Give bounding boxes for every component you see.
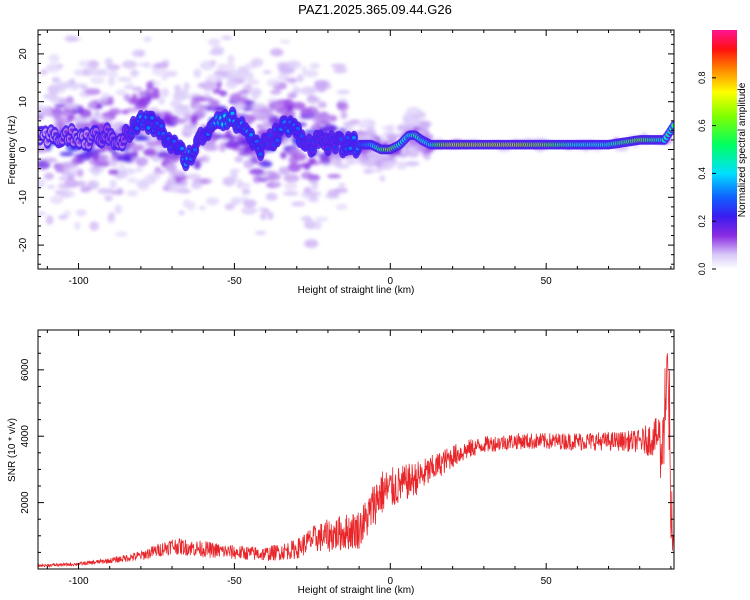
spectrogram-y-tick-label: 20	[18, 48, 29, 60]
spectrogram-x-tick-label: 0	[388, 276, 394, 287]
spectrogram-ridge	[38, 106, 674, 172]
colorbar-tick-label: 0.6	[697, 119, 707, 132]
spectrogram-y-tick-label: -20	[18, 237, 29, 252]
snr-y-tick-label: 2000	[20, 491, 31, 514]
colorbar-gradient	[712, 30, 737, 269]
snr-x-tick-label: 0	[388, 576, 394, 587]
snr-frame	[37, 329, 675, 570]
snr-x-tick-label: 50	[541, 576, 553, 587]
spectrogram-x-tick-label: -50	[227, 276, 242, 287]
spectrogram-x-tick-label: -100	[69, 276, 89, 287]
colorbar-tick-label: 0.8	[697, 72, 707, 85]
colorbar-label: Normalized spectral amplitude	[737, 82, 748, 217]
snr-series	[38, 353, 674, 568]
spectrogram-energy-cloud	[38, 35, 674, 249]
colorbar-tick-label: 0.2	[697, 215, 707, 228]
snr-plot-area	[38, 330, 674, 569]
colorbar-tick-label: 0.4	[697, 167, 707, 180]
spectrogram-x-tick-label: 50	[541, 276, 553, 287]
snr-ylabel: SNR (10 * v/v)	[7, 418, 18, 482]
snr-line	[38, 353, 674, 568]
colorbar-tick-label: 0.0	[697, 263, 707, 276]
snr-x-tick-label: -50	[227, 576, 242, 587]
colorbar-axis: 0.0 0.2 0.4 0.6 0.8	[697, 72, 716, 276]
snr-y-tick-label: 4000	[20, 425, 31, 448]
snr-y-axis: 2000 4000 6000	[20, 336, 674, 553]
spectrogram-y-tick-label: 0	[18, 146, 29, 152]
figure-title: PAZ1.2025.365.09.44.G26	[298, 2, 452, 17]
snr-x-axis: -100 -50 0 50	[46, 330, 672, 587]
snr-y-tick-label: 6000	[20, 358, 31, 381]
spectrogram-ylabel: Frequency (Hz)	[7, 116, 18, 185]
spectrogram-y-tick-label: 10	[18, 96, 29, 108]
colorbar: 0.0 0.2 0.4 0.6 0.8 Normalized spectral ampl…	[697, 30, 748, 275]
snr-x-tick-label: -100	[69, 576, 89, 587]
snr-panel: -100 -50 0 50 2000 4000 6000 Height of straig…	[7, 329, 675, 596]
snr-xlabel: Height of straight line (km)	[298, 585, 415, 596]
spectrogram-xlabel: Height of straight line (km)	[298, 285, 415, 296]
spectrogram-y-axis: -20 -10 0 10 20	[18, 34, 674, 265]
spectrogram-x-axis: -100 -50 0 50	[46, 30, 672, 287]
spectrogram-y-tick-label: -10	[18, 190, 29, 205]
spectrogram-heatmap	[38, 35, 674, 249]
